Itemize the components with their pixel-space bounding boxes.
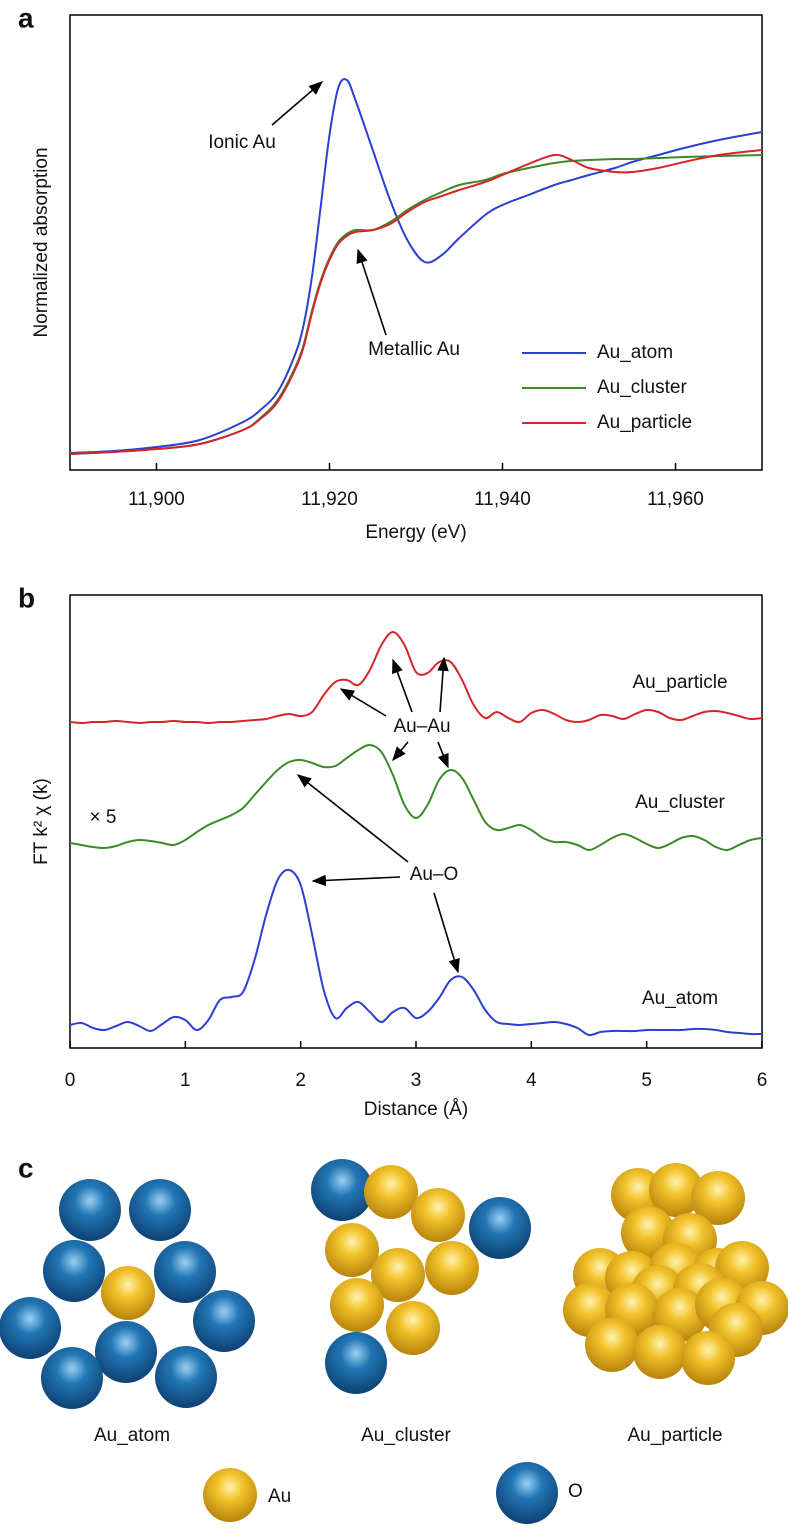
- annotation: × 5: [90, 807, 117, 828]
- panel-label: a: [18, 2, 34, 33]
- o-atom-sphere: [325, 1332, 387, 1394]
- x-tick-label: 5: [641, 1070, 652, 1091]
- x-tick-label: 11,940: [474, 489, 531, 510]
- annotation-arrow: [433, 892, 460, 974]
- au-atom-sphere: [425, 1241, 479, 1295]
- plot-frame: [69, 594, 763, 1049]
- legend-label: Au_atom: [597, 342, 673, 363]
- panel-label: c: [18, 1152, 34, 1183]
- x-tick-label: 1: [180, 1070, 191, 1091]
- o-atom-sphere: [155, 1346, 217, 1408]
- au-atom-sphere: [371, 1248, 425, 1302]
- annotation-arrow: [339, 688, 387, 717]
- o-atom-sphere: [154, 1241, 216, 1303]
- series-label: Au_cluster: [635, 792, 725, 813]
- au-atom-sphere: [649, 1163, 703, 1217]
- data-line: [69, 630, 763, 725]
- annotation: Au–O: [410, 864, 459, 885]
- annotation-arrow: [392, 658, 413, 713]
- series-label: Au_particle: [632, 672, 727, 693]
- x-axis-label: Distance (Å): [364, 1099, 469, 1120]
- x-tick-label: 4: [526, 1070, 537, 1091]
- structure-label: Au_cluster: [361, 1425, 451, 1446]
- legend-label: Au_particle: [597, 412, 692, 433]
- au-atom-sphere: [203, 1468, 257, 1522]
- y-axis-label: FT k² χ (k): [31, 778, 52, 865]
- y-axis-label: Normalized absorption: [31, 147, 52, 337]
- series-label: Au_atom: [642, 988, 718, 1009]
- data-line: [69, 868, 763, 1037]
- annotation-arrow: [437, 741, 449, 769]
- annotation-arrow: [311, 874, 401, 887]
- au-atom-sphere: [681, 1331, 735, 1385]
- annotation: Au–Au: [393, 716, 450, 737]
- o-atom-sphere: [311, 1159, 373, 1221]
- x-tick-label: 6: [757, 1070, 768, 1091]
- annotation-arrow: [437, 656, 449, 713]
- data-line: [69, 743, 763, 852]
- annotation: Metallic Au: [368, 339, 460, 360]
- x-tick-label: 11,900: [128, 489, 185, 510]
- au-atom-sphere: [633, 1325, 687, 1379]
- x-axis-label: Energy (eV): [365, 522, 466, 543]
- annotation-arrow: [392, 741, 409, 762]
- au-atom-sphere: [325, 1223, 379, 1277]
- annotation-arrow: [296, 774, 409, 863]
- au-atom-sphere: [585, 1318, 639, 1372]
- data-line: [69, 154, 763, 455]
- x-tick-label: 11,920: [301, 489, 358, 510]
- o-atom-sphere: [496, 1462, 558, 1524]
- annotation-arrow: [271, 81, 324, 126]
- annotation-arrow: [356, 248, 387, 336]
- au-atom-sphere: [411, 1188, 465, 1242]
- au-atom-sphere: [101, 1266, 155, 1320]
- o-atom-sphere: [43, 1240, 105, 1302]
- o-atom-sphere: [95, 1321, 157, 1383]
- legend-label: O: [568, 1481, 583, 1502]
- x-tick-label: 0: [65, 1070, 76, 1091]
- o-atom-sphere: [193, 1290, 255, 1352]
- o-atom-sphere: [41, 1347, 103, 1409]
- annotation: Ionic Au: [208, 132, 276, 153]
- au-atom-sphere: [386, 1301, 440, 1355]
- panel-label: b: [18, 582, 35, 613]
- data-line: [69, 149, 763, 455]
- structure-label: Au_atom: [94, 1425, 170, 1446]
- x-tick-label: 2: [295, 1070, 306, 1091]
- au-atom-sphere: [621, 1206, 675, 1260]
- au-atom-sphere: [691, 1171, 745, 1225]
- plot-frame: [69, 14, 763, 471]
- o-atom-sphere: [129, 1179, 191, 1241]
- structure-label: Au_particle: [627, 1425, 722, 1446]
- o-atom-sphere: [59, 1179, 121, 1241]
- au-atom-sphere: [330, 1278, 384, 1332]
- o-atom-sphere: [469, 1197, 531, 1259]
- legend-label: Au_cluster: [597, 377, 687, 398]
- x-tick-label: 11,960: [647, 489, 704, 510]
- x-tick-label: 3: [411, 1070, 422, 1091]
- o-atom-sphere: [0, 1297, 61, 1359]
- legend-label: Au: [268, 1486, 291, 1507]
- au-atom-sphere: [364, 1165, 418, 1219]
